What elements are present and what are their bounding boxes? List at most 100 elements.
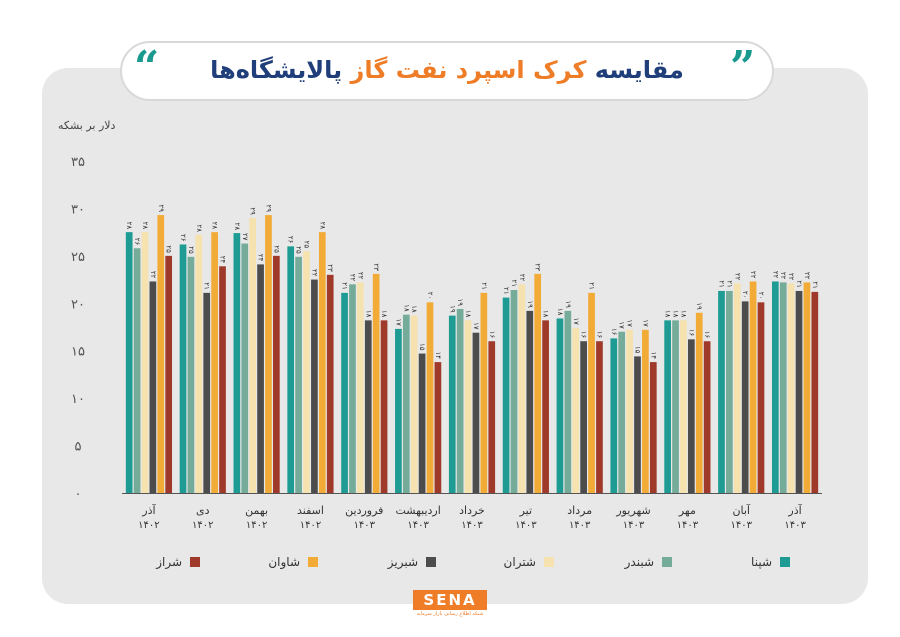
data-label: ۱۹ bbox=[526, 300, 534, 308]
bar bbox=[542, 320, 549, 493]
chart-title: مقایسه کرک اسپرد نفت گاز پالایشگاه‌ها bbox=[122, 56, 772, 84]
x-tick-label-year: ۱۴۰۳ bbox=[730, 520, 752, 531]
data-label: ۱۸ bbox=[556, 308, 564, 316]
x-tick-label-month: آذر bbox=[787, 503, 802, 517]
bar bbox=[642, 329, 649, 493]
data-label: ۲۸ bbox=[125, 222, 133, 230]
data-label: ۲۳ bbox=[326, 264, 334, 272]
data-label: ۲۳ bbox=[534, 263, 542, 271]
bar bbox=[349, 284, 356, 493]
legend-item: شتران bbox=[504, 553, 554, 571]
bar bbox=[241, 243, 249, 493]
x-tick-label-month: مرداد bbox=[567, 504, 592, 517]
bar bbox=[311, 279, 318, 493]
data-label: ۲۸ bbox=[233, 223, 241, 231]
data-label: ۲۱ bbox=[717, 280, 725, 288]
bar bbox=[448, 315, 456, 493]
x-tick-label-month: اردیبهشت bbox=[395, 504, 440, 517]
x-tick-label-year: ۱۴۰۲ bbox=[300, 520, 321, 531]
bar bbox=[203, 292, 211, 493]
data-label: ۲۶ bbox=[287, 236, 295, 244]
x-tick-label-year: ۱۴۰۲ bbox=[246, 520, 267, 531]
data-label: ۱۶ bbox=[687, 329, 695, 337]
bar bbox=[141, 232, 149, 493]
bar bbox=[510, 290, 518, 493]
title-part2: پالایشگاه‌ها bbox=[210, 56, 351, 84]
y-tick-label: ۲۵ bbox=[71, 250, 85, 265]
legend-label: شتران bbox=[503, 555, 536, 569]
bar bbox=[125, 232, 133, 493]
bar bbox=[718, 290, 725, 493]
x-tick-label-month: فروردین bbox=[345, 504, 383, 517]
legend-item: شبریز bbox=[388, 553, 436, 571]
bar bbox=[488, 341, 496, 493]
data-label: ۱۷ bbox=[572, 317, 580, 325]
legend-label: شبریز bbox=[387, 555, 418, 569]
data-label: ۱۸ bbox=[464, 310, 472, 318]
data-label: ۱۹ bbox=[456, 298, 464, 306]
x-tick-label-month: دی bbox=[196, 504, 210, 517]
y-tick-label: ۵ bbox=[75, 440, 82, 455]
bar bbox=[219, 266, 226, 493]
data-label: ۲۵ bbox=[303, 241, 311, 249]
data-label: ۱۸ bbox=[664, 310, 672, 318]
bar bbox=[372, 273, 380, 493]
bar bbox=[133, 248, 141, 493]
data-label: ۲۲ bbox=[803, 272, 811, 280]
bar bbox=[680, 320, 687, 493]
data-label: ۲۱ bbox=[795, 280, 803, 288]
bar bbox=[749, 281, 757, 493]
x-tick-label-month: اسفند bbox=[297, 504, 324, 517]
bar bbox=[464, 320, 472, 493]
bar bbox=[187, 256, 195, 493]
data-label: ۲۸ bbox=[318, 222, 326, 230]
data-label: ۲۷ bbox=[241, 233, 249, 241]
bar bbox=[771, 281, 779, 493]
x-tick-label-year: ۱۴۰۳ bbox=[784, 520, 806, 531]
bar bbox=[149, 281, 157, 493]
bar bbox=[426, 302, 434, 493]
bar bbox=[418, 353, 426, 493]
legend-swatch bbox=[780, 557, 790, 567]
legend-swatch bbox=[662, 557, 672, 567]
bar bbox=[526, 310, 534, 493]
bar bbox=[580, 341, 587, 493]
data-label: ۲۲ bbox=[771, 271, 779, 279]
data-label: ۱۶ bbox=[610, 328, 618, 336]
data-label: ۲۲ bbox=[348, 274, 356, 282]
bar bbox=[211, 232, 218, 493]
data-label: ۱۹ bbox=[564, 300, 572, 308]
legend-label: شپنا bbox=[751, 555, 772, 569]
x-tick-label-year: ۱۴۰۳ bbox=[407, 520, 429, 531]
bar bbox=[649, 362, 657, 493]
bar bbox=[787, 283, 795, 493]
data-label: ۱۶ bbox=[580, 331, 588, 339]
bar bbox=[380, 320, 388, 493]
data-label: ۱۸ bbox=[410, 305, 418, 313]
bar bbox=[672, 320, 679, 493]
data-label: ۲۵ bbox=[272, 245, 280, 253]
data-label: ۱۷ bbox=[394, 318, 402, 326]
data-label: ۲۰ bbox=[741, 291, 749, 299]
y-tick-label: ۱۵ bbox=[71, 345, 85, 360]
bar bbox=[695, 312, 703, 493]
bar bbox=[402, 314, 410, 493]
bar bbox=[357, 282, 364, 493]
bar bbox=[811, 291, 819, 493]
data-label: ۲۱ bbox=[588, 282, 596, 290]
bar bbox=[434, 362, 442, 493]
data-label: ۲۴ bbox=[257, 254, 265, 262]
bar bbox=[610, 338, 618, 493]
data-label: ۱۸ bbox=[364, 310, 372, 318]
data-label: ۱۸ bbox=[542, 310, 550, 318]
data-label: ۲۱ bbox=[725, 280, 733, 288]
bar bbox=[556, 318, 564, 493]
bar bbox=[233, 233, 241, 493]
bar bbox=[287, 246, 295, 493]
legend-item: شاوان bbox=[268, 553, 318, 571]
x-tick-label-month: بهمن bbox=[245, 504, 268, 517]
bar bbox=[518, 284, 526, 493]
quote-left-icon: “ bbox=[134, 42, 160, 93]
x-tick-label-year: ۱۴۰۳ bbox=[569, 520, 591, 531]
